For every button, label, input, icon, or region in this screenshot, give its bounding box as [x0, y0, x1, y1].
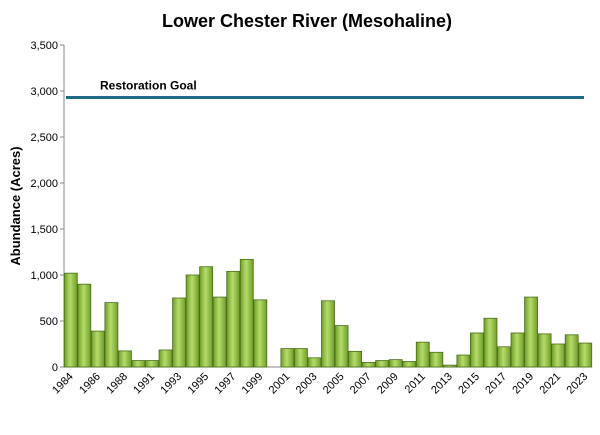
x-tick-label: 2019	[510, 371, 536, 397]
bar	[226, 270, 241, 368]
x-tick-label: 1997	[213, 371, 239, 397]
bar	[375, 360, 390, 368]
x-tick-label: 1988	[104, 371, 130, 397]
bar	[90, 330, 105, 368]
y-tick-label: 2,000	[30, 178, 58, 190]
bar	[415, 341, 430, 368]
x-tick-label: 2015	[456, 371, 482, 397]
bar	[294, 348, 308, 368]
x-tick-label: 2007	[348, 371, 374, 397]
bar	[483, 317, 498, 368]
bar	[239, 258, 254, 368]
y-tick-label: 1,000	[30, 270, 58, 282]
x-tick-label: 1999	[240, 371, 266, 397]
bar	[199, 266, 214, 368]
x-tick-label: 1984	[50, 371, 76, 397]
x-tick-label: 2023	[565, 371, 591, 397]
bar	[470, 332, 484, 368]
y-axis-label: Abundance (Acres)	[8, 146, 23, 265]
x-tick-label: 2009	[375, 371, 401, 397]
bar	[402, 361, 417, 368]
x-tick-label: 1991	[131, 371, 157, 397]
x-tick-label: 2001	[267, 371, 293, 397]
bar	[537, 333, 552, 368]
bar	[104, 302, 119, 368]
bar	[551, 343, 566, 368]
bar	[348, 350, 362, 368]
bar	[158, 349, 173, 368]
x-tick-label: 2011	[403, 371, 428, 396]
x-tick-label: 1986	[77, 371, 103, 397]
y-tick-label: 3,500	[30, 40, 58, 52]
bar	[361, 361, 376, 368]
bar	[334, 325, 349, 368]
bar	[307, 357, 322, 368]
bar	[253, 299, 268, 368]
bar	[77, 283, 92, 368]
bar	[118, 350, 132, 368]
bar	[510, 332, 525, 368]
bar	[578, 342, 593, 368]
bar	[212, 296, 227, 368]
x-tick-label: 1993	[158, 371, 184, 397]
bar	[280, 348, 295, 368]
bar	[456, 354, 471, 368]
y-tick-label: 3,000	[30, 86, 58, 98]
bar	[564, 334, 579, 368]
y-tick-label: 1,500	[30, 224, 58, 236]
x-tick-label: 2021	[537, 371, 563, 397]
x-tick-label: 2017	[483, 371, 509, 397]
bar	[63, 272, 78, 368]
y-tick-label: 500	[40, 316, 58, 328]
bar	[388, 359, 403, 368]
x-tick-label: 1995	[185, 371, 211, 397]
chart-title: Lower Chester River (Mesohaline)	[162, 11, 452, 31]
bar	[131, 360, 146, 368]
y-tick-label: 2,500	[30, 132, 58, 144]
bar	[497, 346, 511, 368]
bar	[321, 300, 335, 368]
goal-label: Restoration Goal	[100, 78, 197, 92]
y-tick-label: 0	[52, 362, 58, 374]
bar	[442, 364, 457, 368]
bar	[429, 351, 444, 368]
x-tick-label: 2005	[321, 371, 347, 397]
bar	[145, 360, 159, 368]
bar	[524, 296, 538, 368]
bar	[185, 274, 200, 368]
x-tick-label: 2003	[294, 371, 320, 397]
bar	[172, 297, 186, 368]
x-tick-label: 2013	[429, 371, 455, 397]
